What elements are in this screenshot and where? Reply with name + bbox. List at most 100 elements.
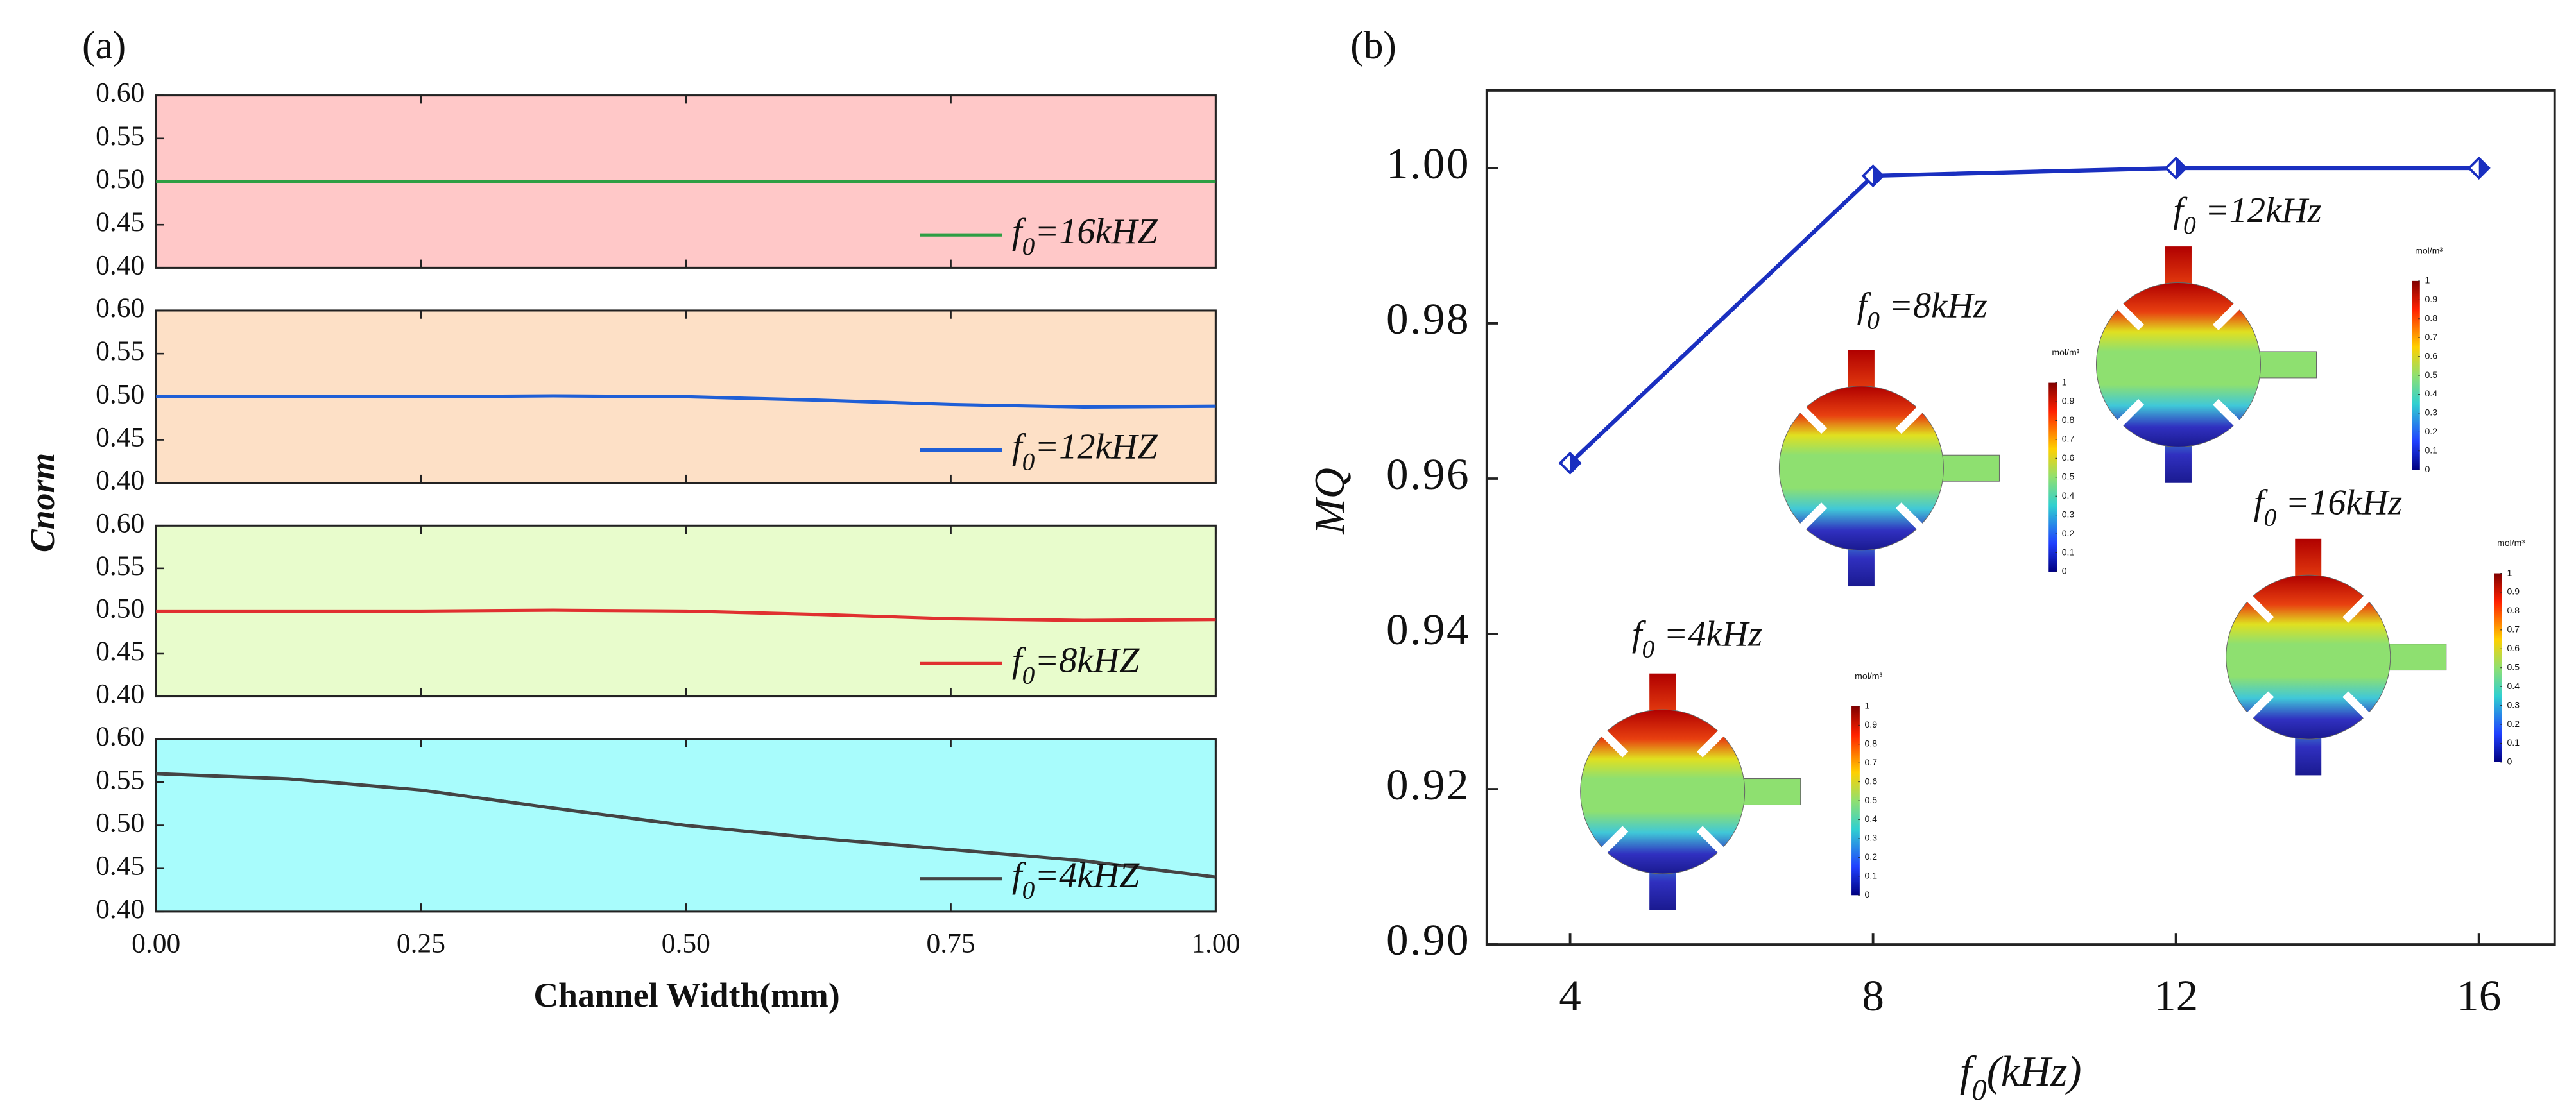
outlet-channel — [2250, 351, 2317, 379]
y-tick-label: 0.60 — [96, 78, 144, 108]
chamber-slit — [2115, 398, 2145, 429]
y-tick-label: 0.45 — [96, 636, 144, 667]
y-tick-label: 1.00 — [1386, 139, 1470, 188]
x-tick-label: 0.75 — [927, 928, 975, 959]
colorbar-tick-label: 0.6 — [2425, 350, 2437, 361]
outlet-channel — [1734, 778, 1801, 806]
y-tick-label: 0.98 — [1386, 294, 1470, 343]
chamber-slit — [1895, 502, 1925, 532]
colorbar-tick-label: 0.8 — [2425, 312, 2437, 323]
colorbar-unit: mol/m³ — [2497, 538, 2525, 548]
y-tick-label: 0.90 — [1386, 915, 1470, 964]
data-line — [156, 608, 1216, 622]
colorbar-tick-label: 0 — [2062, 566, 2067, 576]
x-tick-label: 0.50 — [662, 928, 710, 959]
colorbar-tick-label: 0.5 — [2062, 472, 2075, 482]
y-tick-label: 0.45 — [96, 207, 144, 237]
colorbar-tick-label: 0.3 — [1865, 833, 1878, 843]
colorbar-tick-label: 0.8 — [1865, 738, 1878, 748]
colorbar-tick-label: 0.7 — [1865, 757, 1878, 767]
colorbar-tick-label: 0.4 — [1865, 814, 1878, 824]
marker-half — [1570, 453, 1580, 473]
y-tick-label: 0.94 — [1386, 604, 1470, 654]
colorbar-tick-label: 1 — [2507, 567, 2512, 577]
y-tick-label: 0.92 — [1386, 760, 1470, 809]
colorbar-tick-label: 1 — [2425, 275, 2430, 286]
y-tick-label: 0.40 — [96, 465, 144, 496]
chamber-slit — [1697, 728, 1726, 758]
colorbar-tick-label: 0.9 — [1865, 719, 1878, 729]
chamber-slit — [2342, 593, 2372, 623]
y-tick-label: 0.50 — [96, 593, 144, 624]
y-tick-label: 0.55 — [96, 121, 144, 151]
inset-simulation — [2226, 538, 2447, 776]
colorbar-tick-label: 0.4 — [2507, 681, 2520, 691]
legend-label: f0=16kHZ — [1012, 212, 1158, 260]
colorbar-tick-label: 0.9 — [2507, 586, 2520, 597]
chamber-slit — [1798, 502, 1828, 532]
legend-label: f0=4kHZ — [1012, 856, 1140, 905]
colorbar-tick-label: 0.6 — [2507, 643, 2520, 653]
chamber-slit — [2212, 398, 2242, 429]
panel-label: (b) — [1350, 24, 1396, 67]
y-tick-label: 0.55 — [96, 764, 144, 795]
chamber-slit — [2115, 301, 2145, 331]
outlet-channel — [2380, 644, 2447, 671]
inset-label: f0 =4kHz — [1632, 614, 1762, 663]
colorbar-tick-label: 1 — [1865, 701, 1870, 711]
colorbar-tick-label: 0.3 — [2425, 407, 2437, 418]
chamber-slit — [2212, 301, 2242, 331]
y-tick-label: 0.55 — [96, 550, 144, 581]
outlet-channel — [1933, 454, 2000, 482]
y-axis-label: MQ — [1307, 468, 1353, 535]
colorbar-tick-label: 0.5 — [2507, 661, 2520, 672]
colorbar-tick-label: 0 — [1865, 889, 1870, 900]
colorbar-tick-label: 0.8 — [2507, 605, 2520, 615]
colorbar — [2412, 280, 2420, 470]
colorbar — [1851, 706, 1860, 896]
marker-half — [1873, 166, 1883, 186]
colorbar-tick-label: 0.4 — [2062, 490, 2075, 500]
colorbar-tick-label: 0.7 — [2425, 332, 2437, 342]
colorbar-tick-label: 0.8 — [2062, 414, 2075, 425]
y-tick-label: 0.50 — [96, 807, 144, 838]
legend-label: f0=12kHZ — [1012, 427, 1158, 475]
colorbar-unit: mol/m³ — [1855, 671, 1882, 681]
y-tick-label: 0.45 — [96, 422, 144, 453]
chamber-slit — [2342, 691, 2372, 721]
colorbar-tick-label: 0.9 — [2062, 396, 2075, 406]
colorbar-tick-label: 0 — [2425, 464, 2430, 474]
plot-frame — [1485, 89, 2556, 946]
x-axis-label: f0(kHz) — [1960, 1048, 2082, 1106]
chamber-slit — [1697, 826, 1726, 855]
colorbar-tick-label: 0 — [2507, 756, 2512, 767]
y-tick-label: 0.50 — [96, 164, 144, 194]
colorbar-tick-label: 0.1 — [2062, 547, 2075, 557]
colorbar-tick-label: 0.2 — [2062, 528, 2075, 538]
y-tick-label: 0.60 — [96, 293, 144, 323]
chamber-slit — [1798, 405, 1828, 434]
colorbar-tick-label: 0.2 — [2507, 719, 2520, 729]
inset-label: f0 =16kHz — [2254, 483, 2402, 532]
chamber-slit — [2245, 691, 2274, 721]
chamber-slit — [1599, 826, 1629, 855]
data-line — [1568, 166, 2479, 465]
data-line — [156, 772, 1216, 879]
colorbar-tick-label: 0.7 — [2062, 434, 2075, 444]
colorbar-tick-label: 0.9 — [2425, 294, 2437, 304]
inset-simulation — [2095, 246, 2317, 483]
inset-label: f0 =8kHz — [1857, 286, 1988, 334]
colorbar-unit: mol/m³ — [2052, 347, 2079, 357]
inset-simulation — [1580, 673, 1801, 910]
colorbar-tick-label: 0.5 — [1865, 795, 1878, 805]
chamber-slit — [1895, 405, 1925, 434]
y-tick-label: 0.45 — [96, 851, 144, 882]
colorbar-tick-label: 0.3 — [2062, 509, 2075, 519]
y-axis-label: Cnorm — [23, 453, 62, 552]
x-tick-label: 0.25 — [397, 928, 445, 959]
colorbar-tick-label: 0.6 — [2062, 452, 2075, 463]
y-tick-label: 0.40 — [96, 894, 144, 925]
x-axis-label: Channel Width(mm) — [533, 976, 839, 1014]
data-line — [156, 394, 1216, 409]
colorbar-tick-label: 0.1 — [2507, 737, 2520, 747]
